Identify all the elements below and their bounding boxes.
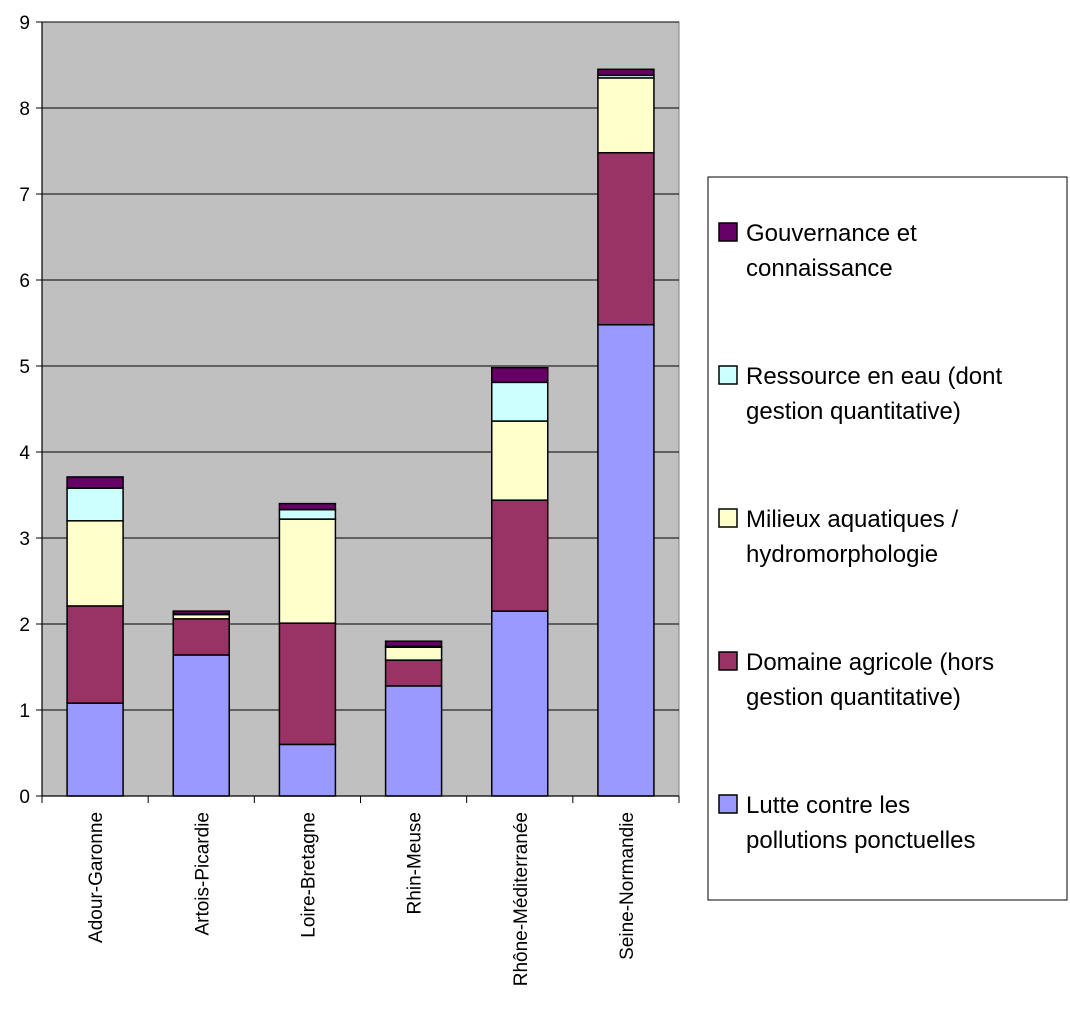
legend-swatch bbox=[718, 508, 738, 528]
bar-segment bbox=[491, 610, 549, 797]
legend-label: hydromorphologie bbox=[746, 541, 938, 568]
x-category-label: Rhône-Méditerranée bbox=[511, 812, 532, 986]
legend-label: connaissance bbox=[746, 255, 893, 282]
bar-segment bbox=[384, 646, 443, 661]
legend-label: Domaine agricole (hors bbox=[746, 649, 994, 676]
bar-segment bbox=[278, 508, 337, 520]
bar-segment bbox=[491, 420, 549, 501]
bar-segment bbox=[278, 502, 337, 511]
legend-label: gestion quantitative) bbox=[746, 398, 961, 425]
bar-segment bbox=[66, 487, 124, 522]
bar-segment bbox=[66, 476, 124, 489]
bar-segment bbox=[597, 68, 655, 77]
bar-segment bbox=[278, 518, 337, 624]
legend: Gouvernance et connaissance Ressource en e… bbox=[707, 176, 1068, 901]
y-tick-label: 1 bbox=[19, 701, 30, 722]
legend-label: pollutions ponctuelles bbox=[746, 827, 976, 854]
bar-segment bbox=[66, 702, 124, 797]
y-tick-label: 7 bbox=[19, 185, 30, 206]
bar-segment bbox=[66, 520, 124, 607]
bar-segment bbox=[66, 605, 124, 704]
gridlines bbox=[42, 21, 679, 711]
y-tick-label: 8 bbox=[19, 99, 30, 120]
legend-label: gestion quantitative) bbox=[746, 684, 961, 711]
legend-swatch bbox=[718, 222, 738, 242]
plot-area bbox=[41, 21, 680, 797]
bar-segment bbox=[278, 743, 337, 797]
bar-segment bbox=[384, 640, 443, 648]
bar-segment bbox=[597, 151, 655, 326]
x-category-label: Loire-Bretagne bbox=[298, 812, 319, 938]
bar-segment bbox=[278, 622, 337, 746]
axes: 0 1 2 3 4 5 6 7 8 9 Adour-Garonne Artois-Picardie Lo… bbox=[19, 13, 680, 986]
bar-segment bbox=[384, 659, 443, 687]
bar-segment bbox=[597, 323, 655, 797]
bars bbox=[66, 68, 655, 797]
y-tick-label: 3 bbox=[19, 529, 30, 550]
y-tick-label: 4 bbox=[19, 443, 30, 464]
bar-segment bbox=[491, 366, 549, 384]
bar-segment bbox=[172, 610, 230, 615]
legend-swatch bbox=[718, 365, 738, 385]
x-category-label: Seine-Normandie bbox=[617, 812, 638, 960]
bar-segment bbox=[491, 381, 549, 422]
bar-segment bbox=[172, 618, 230, 656]
legend-label: Ressource en eau (dont bbox=[746, 363, 1002, 390]
legend-label: Milieux aquatiques / bbox=[746, 506, 958, 533]
bar-segment bbox=[172, 654, 230, 797]
y-tick-label: 6 bbox=[19, 271, 30, 292]
legend-label: Gouvernance et bbox=[746, 220, 917, 247]
y-tick-label: 2 bbox=[19, 615, 30, 636]
y-tick-label: 0 bbox=[19, 787, 30, 808]
y-tick-label: 5 bbox=[19, 357, 30, 378]
bar-segment bbox=[597, 77, 655, 154]
x-category-label: Rhin-Meuse bbox=[405, 812, 426, 914]
x-category-label: Adour-Garonne bbox=[86, 812, 107, 943]
legend-label: Lutte contre les bbox=[746, 792, 910, 819]
legend-box bbox=[707, 176, 1068, 901]
legend-swatch bbox=[718, 651, 738, 671]
legend-swatch bbox=[718, 794, 738, 814]
bar-segment bbox=[491, 499, 549, 612]
y-tick-label: 9 bbox=[19, 13, 30, 34]
x-category-label: Artois-Picardie bbox=[192, 812, 213, 936]
bar-segment bbox=[384, 685, 443, 797]
